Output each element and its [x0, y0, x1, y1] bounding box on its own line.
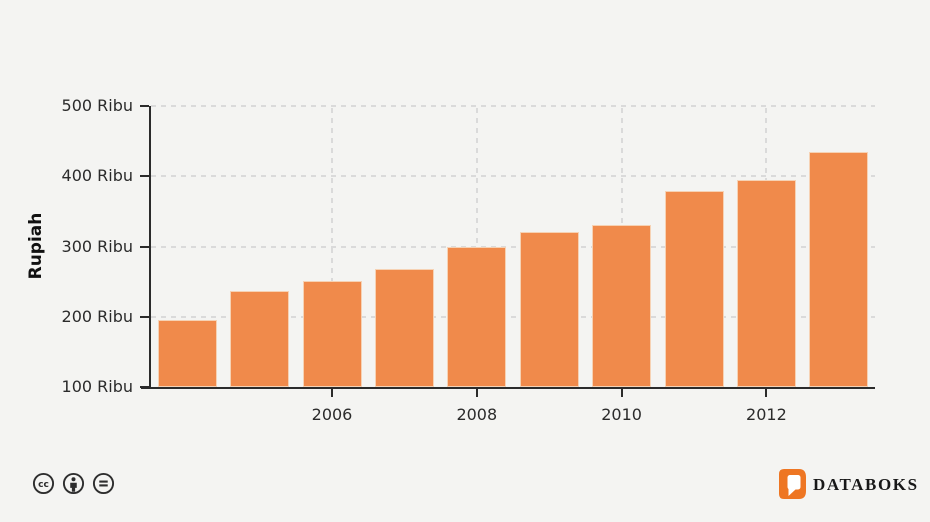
x-axis-line — [141, 387, 875, 389]
bar-2007 — [374, 268, 434, 387]
x-tick-2006 — [331, 389, 333, 397]
cc-icon[interactable]: cc — [32, 472, 55, 495]
y-tick-label-300: 300 Ribu — [61, 236, 133, 256]
gridline-x-2006 — [331, 108, 333, 387]
svg-text:cc: cc — [38, 480, 49, 490]
x-tick-2010 — [620, 389, 623, 397]
y-tick-500 — [140, 105, 149, 107]
gridline-y-400 — [151, 175, 875, 178]
y-tick-label-100: 100 Ribu — [61, 377, 133, 396]
y-tick-100 — [140, 386, 149, 388]
y-tick-label-200: 200 Ribu — [61, 306, 133, 326]
license-badges: cc — [32, 472, 115, 495]
x-tick-2008 — [475, 389, 478, 397]
x-tick-label-2010: 2010 — [601, 405, 642, 424]
bar-2010 — [592, 224, 652, 387]
attribution-icon[interactable] — [62, 472, 85, 495]
y-tick-label-400: 400 Ribu — [61, 166, 133, 186]
y-tick-label-500: 500 Ribu — [61, 96, 133, 115]
no-derivatives-icon[interactable] — [92, 472, 115, 495]
y-axis-line — [149, 106, 151, 389]
bar-2011 — [664, 191, 724, 387]
x-tick-label-2008: 2008 — [456, 405, 498, 424]
databoks-logo[interactable]: DATABOKS — [779, 469, 919, 501]
databoks-d-icon — [779, 469, 806, 499]
y-tick-400 — [140, 175, 149, 178]
bar-2013 — [809, 152, 869, 387]
bar-2006 — [302, 280, 362, 387]
bar-2009 — [519, 232, 579, 387]
bar-2004 — [157, 319, 217, 387]
gridline-y-300 — [151, 245, 875, 248]
gridline-y-200 — [151, 315, 875, 318]
x-tick-label-2012: 2012 — [746, 405, 787, 424]
bar-2008 — [447, 246, 507, 387]
databoks-wordmark: DATABOKS — [813, 475, 919, 494]
bar-2005 — [230, 290, 290, 387]
gridline-y-500 — [151, 105, 875, 107]
x-tick-label-2006: 2006 — [311, 405, 353, 424]
bar-2012 — [736, 180, 796, 387]
x-tick-2012 — [765, 389, 768, 397]
plot-area — [140, 105, 875, 397]
y-tick-300 — [140, 245, 149, 248]
y-tick-200 — [140, 315, 149, 318]
